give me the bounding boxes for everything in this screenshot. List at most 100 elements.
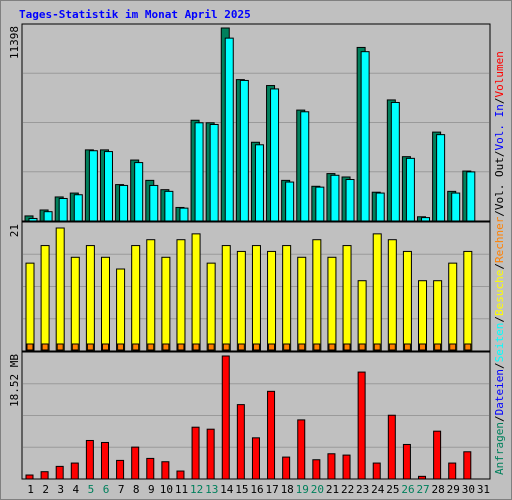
x-tick-label: 17 xyxy=(265,483,278,496)
bar-sites-day-20 xyxy=(313,343,321,351)
bar-files-day-17 xyxy=(270,88,280,222)
bar-sites-day-27 xyxy=(419,343,427,351)
x-tick-label: 8 xyxy=(133,483,140,496)
x-tick-label: 26 xyxy=(401,483,414,496)
bar-sites-day-11 xyxy=(177,343,185,351)
bar-visits-day-18 xyxy=(282,245,292,352)
x-tick-label: 3 xyxy=(57,483,64,496)
bar-files-day-25 xyxy=(390,101,400,222)
bar-volume-day-13 xyxy=(206,428,215,480)
bar-visits-day-14 xyxy=(221,245,231,352)
bar-files-day-26 xyxy=(405,157,415,222)
bar-volume-day-22 xyxy=(342,454,351,480)
bar-visits-day-28 xyxy=(433,280,443,352)
bar-volume-day-21 xyxy=(327,453,336,480)
bar-volume-day-12 xyxy=(191,426,200,480)
bar-sites-day-12 xyxy=(192,343,200,351)
bar-files-day-3 xyxy=(58,197,68,222)
x-tick-label: 25 xyxy=(386,483,399,496)
bar-files-day-18 xyxy=(285,181,295,222)
bar-sites-day-3 xyxy=(56,343,64,351)
x-tick-label: 13 xyxy=(205,483,218,496)
x-tick-label: 14 xyxy=(220,483,234,496)
bar-visits-day-15 xyxy=(236,250,246,352)
chart-title: Tages-Statistik im Monat April 2025 xyxy=(19,8,251,21)
bar-visits-day-27 xyxy=(418,280,428,352)
bar-files-day-27 xyxy=(421,217,431,222)
bar-volume-day-20 xyxy=(312,459,321,480)
bar-volume-day-9 xyxy=(146,457,155,480)
bar-files-day-2 xyxy=(43,211,53,222)
bar-volume-day-29 xyxy=(448,462,457,480)
bar-volume-day-2 xyxy=(40,471,49,480)
x-axis-labels: 1 2 3 4 5 6 7 8 9 10 11 12 13 14 15 16 17 18 19 20 21 22 23 24 2… xyxy=(27,483,490,496)
bar-sites-day-2 xyxy=(41,343,49,351)
x-tick-label: 6 xyxy=(103,483,110,496)
legend-part: / xyxy=(493,263,506,270)
bar-visits-day-8 xyxy=(131,245,141,352)
bar-sites-day-14 xyxy=(222,343,230,351)
bar-visits-day-20 xyxy=(312,239,322,352)
bar-files-day-20 xyxy=(315,186,325,222)
bar-files-day-29 xyxy=(451,192,461,222)
bar-sites-day-1 xyxy=(26,343,34,351)
bar-files-day-23 xyxy=(360,51,370,222)
legend-part: / xyxy=(493,150,506,157)
legend-part: Seiten xyxy=(493,323,506,363)
bar-files-day-13 xyxy=(209,123,219,222)
bar-volume-day-23 xyxy=(357,371,366,480)
bar-visits-day-3 xyxy=(55,227,65,352)
x-tick-label: 18 xyxy=(281,483,294,496)
bar-sites-day-7 xyxy=(117,343,125,351)
bar-files-day-12 xyxy=(194,122,204,222)
bar-volume-day-7 xyxy=(116,459,125,480)
x-tick-label: 24 xyxy=(371,483,385,496)
x-tick-label: 27 xyxy=(416,483,429,496)
bar-volume-day-28 xyxy=(433,430,442,480)
x-tick-label: 1 xyxy=(27,483,34,496)
x-tick-label: 2 xyxy=(42,483,49,496)
bar-sites-day-17 xyxy=(268,343,276,351)
bar-volume-day-16 xyxy=(251,437,260,480)
y-max-label-requests: 11398 xyxy=(8,26,21,59)
bar-sites-day-10 xyxy=(162,343,170,351)
x-tick-label: 21 xyxy=(326,483,339,496)
x-tick-label: 7 xyxy=(118,483,125,496)
bar-volume-day-4 xyxy=(70,462,79,480)
bar-volume-day-27 xyxy=(418,475,427,480)
bar-sites-day-4 xyxy=(71,343,79,351)
bar-files-day-6 xyxy=(103,151,113,222)
bar-sites-day-9 xyxy=(147,343,155,351)
bar-visits-day-4 xyxy=(70,256,80,352)
bar-volume-day-24 xyxy=(372,462,381,480)
bar-sites-day-26 xyxy=(403,343,411,351)
x-tick-label: 10 xyxy=(160,483,173,496)
x-tick-label: 28 xyxy=(432,483,445,496)
bar-visits-day-30 xyxy=(463,250,473,352)
legend-part: Vol. In xyxy=(493,104,506,150)
bar-visits-day-29 xyxy=(448,262,458,352)
bar-files-day-14 xyxy=(224,37,234,222)
panels xyxy=(21,23,491,480)
bar-volume-day-10 xyxy=(161,461,170,480)
bar-visits-day-25 xyxy=(387,239,397,352)
y-max-label-volume: 18.52 MB xyxy=(8,354,21,407)
bar-sites-day-8 xyxy=(132,343,140,351)
y-max-label-visits: 21 xyxy=(8,224,21,237)
bar-volume-day-17 xyxy=(267,390,276,480)
bar-volume-day-30 xyxy=(463,451,472,480)
bar-files-day-16 xyxy=(254,144,264,222)
bar-files-day-15 xyxy=(239,79,249,222)
y-axis-labels: 11398 21 18.52 MB xyxy=(8,26,21,407)
bar-sites-day-18 xyxy=(283,343,291,351)
bar-files-day-8 xyxy=(134,162,144,222)
bar-volume-day-8 xyxy=(131,446,140,480)
legend-part: Besuche xyxy=(493,270,506,316)
x-tick-label: 15 xyxy=(235,483,248,496)
x-tick-label: 4 xyxy=(73,483,80,496)
legend-part: / xyxy=(493,210,506,217)
x-tick-label: 23 xyxy=(356,483,369,496)
bar-visits-day-19 xyxy=(297,256,307,352)
bar-volume-day-1 xyxy=(25,474,34,480)
